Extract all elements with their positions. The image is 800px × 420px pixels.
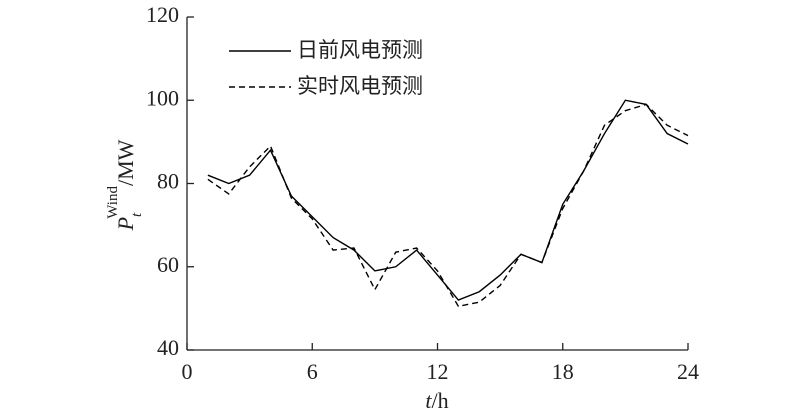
x-tick-label: 18	[552, 359, 574, 384]
y-axis-label: Pt Wind/MW	[105, 139, 145, 231]
legend-label: 实时风电预测	[297, 74, 423, 98]
y-label-sub: t	[129, 212, 145, 217]
y-tick-label: 60	[157, 252, 179, 277]
series-line	[207, 99, 689, 301]
x-axis-label: t/h	[425, 388, 448, 413]
y-tick-label: 120	[146, 2, 179, 27]
y-tick-label: 40	[157, 335, 179, 360]
legend-label: 日前风电预测	[297, 38, 423, 62]
y-label-sup: Wind	[105, 186, 121, 219]
y-tick-label: 100	[146, 85, 179, 110]
y-label-unit: /MW	[113, 139, 138, 186]
x-tick-label: 0	[182, 359, 193, 384]
series-line	[207, 103, 689, 308]
x-label-unit: /h	[432, 388, 449, 413]
x-tick-label: 24	[677, 359, 699, 384]
x-tick-label: 6	[307, 359, 318, 384]
x-tick-label: 12	[427, 359, 449, 384]
y-label-symbol: P	[113, 217, 138, 231]
y-tick-label: 80	[157, 169, 179, 194]
x-label-symbol: t	[425, 388, 432, 413]
